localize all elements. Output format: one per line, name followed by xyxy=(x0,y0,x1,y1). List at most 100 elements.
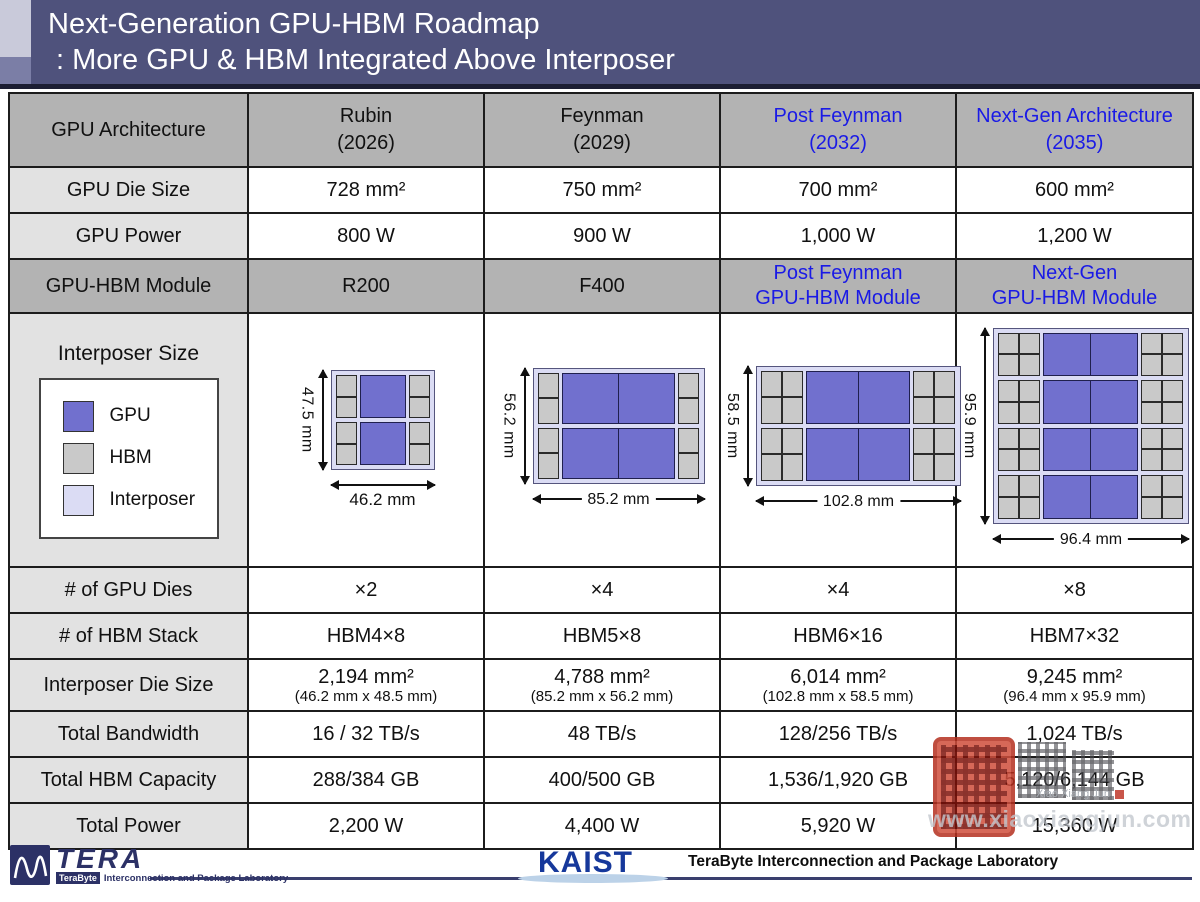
module-band xyxy=(998,332,1184,376)
footer: TERA TeraByte Interconnection and Packag… xyxy=(0,845,1200,902)
hbm-stack-group xyxy=(537,372,559,424)
gpu-die-group xyxy=(806,427,910,481)
column-year: (2029) xyxy=(573,132,631,154)
slide-title-line1: Next-Generation GPU-HBM Roadmap xyxy=(48,8,540,40)
interposer-legend: GPU HBM Interposer xyxy=(38,377,219,539)
cell-value: 48 TB/s xyxy=(567,722,637,745)
hbm-die xyxy=(537,453,559,479)
horizontal-dimension-feynman: 85.2 mm xyxy=(532,489,705,513)
cell-total-hbm-capacity-next-gen-architecture: 5,120/6,144 GB xyxy=(955,756,1194,804)
kaist-logo: KAIST xyxy=(538,846,633,879)
cell-interposer-die-size-next-gen-architecture: 9,245 mm² (96.4 mm x 95.9 mm) xyxy=(955,658,1194,712)
hbm-stack-group xyxy=(1141,332,1183,376)
hbm-stack-group xyxy=(537,427,559,479)
legend-item-interposer: Interposer xyxy=(62,484,217,516)
table-row-interposer-die-size: Interposer Die Size 2,194 mm² (46.2 mm x 4… xyxy=(8,658,1194,712)
gpu-die xyxy=(1090,380,1138,424)
cell-value: 128/256 TB/s xyxy=(778,722,898,745)
hbm-die xyxy=(1019,332,1040,355)
hbm-die xyxy=(761,397,782,424)
column-name: Next-Gen Architecture xyxy=(976,105,1173,127)
hbm-die xyxy=(782,370,803,397)
hbm-die xyxy=(1141,475,1162,497)
title-accent-bar xyxy=(0,0,31,84)
header-col-next-gen-architecture: Next-Gen Architecture (2035) xyxy=(955,92,1194,168)
hbm-stack-group xyxy=(913,370,955,424)
cell-total-power-next-gen-architecture: 15,360 W xyxy=(955,802,1194,850)
gpu-die xyxy=(806,427,859,481)
row-label-gpu-die-size: GPU Die Size xyxy=(8,166,249,214)
table-row-total-hbm-capacity: Total HBM Capacity 288/384 GB 400/500 GB 1,… xyxy=(8,756,1194,804)
hbm-die xyxy=(1162,354,1183,376)
gpu-die-group xyxy=(1043,427,1138,471)
legend-item-gpu: GPU xyxy=(62,400,217,432)
gpu-die xyxy=(1043,427,1091,471)
cell-of-hbm-stack-rubin: HBM4×8 xyxy=(247,612,485,660)
vertical-arrow-icon xyxy=(523,367,526,484)
cell-gpu-die-size-feynman: 750 mm² xyxy=(483,166,721,214)
table-row-total-power: Total Power 2,200 W 4,400 W 5,920 W 15,360 W xyxy=(8,802,1194,850)
cell-value: 1,200 W xyxy=(1037,224,1112,247)
hbm-stack-group xyxy=(998,427,1040,471)
cell-value: 1,024 TB/s xyxy=(1026,722,1123,745)
cell-value: 750 mm² xyxy=(562,178,642,201)
hbm-die xyxy=(677,427,699,453)
hbm-die xyxy=(335,396,357,418)
header-architecture-cell: GPU Architecture xyxy=(8,92,249,168)
module-band xyxy=(335,422,430,465)
cell-value: 1,000 W xyxy=(800,224,876,247)
hbm-stack-group xyxy=(335,422,357,465)
gpu-die xyxy=(1090,332,1138,376)
hbm-die xyxy=(1141,380,1162,402)
cell-total-bandwidth-post-feynman: 128/256 TB/s xyxy=(719,710,957,758)
module-band xyxy=(998,475,1184,519)
column-year: (2026) xyxy=(337,132,395,154)
cell-interposer-diagram-rubin: 47.5 mm 46.2 mm xyxy=(247,312,485,568)
hbm-die xyxy=(335,422,357,444)
hbm-die xyxy=(934,370,955,397)
cell-total-hbm-capacity-post-feynman: 1,536/1,920 GB xyxy=(719,756,957,804)
row-label-of-gpu-dies: # of GPU Dies xyxy=(8,566,249,614)
horizontal-dimension-post-feynman: 102.8 mm xyxy=(756,491,961,515)
gpu-die xyxy=(1043,332,1091,376)
row-label-total-hbm-capacity: Total HBM Capacity xyxy=(8,756,249,804)
hbm-die xyxy=(1141,449,1162,471)
interposer-diagram-post-feynman: 58.5 mm 102.8 mm xyxy=(723,365,961,515)
interposer-region xyxy=(993,327,1189,524)
gpu-die xyxy=(857,427,910,481)
hbm-die xyxy=(1019,449,1040,471)
hbm-stack-group xyxy=(998,332,1040,376)
hbm-die xyxy=(998,427,1019,450)
cell-value: Post Feynman xyxy=(773,262,903,284)
table-row-total-bandwidth: Total Bandwidth 16 / 32 TB/s 48 TB/s 128/25… xyxy=(8,710,1194,758)
vertical-dimension-rubin: 47.5 mm xyxy=(298,370,328,470)
hbm-die xyxy=(408,422,430,444)
cell-subvalue: (46.2 mm x 48.5 mm) xyxy=(294,687,438,705)
hbm-die xyxy=(1162,401,1183,424)
hbm-stack-group xyxy=(998,475,1040,519)
cell-total-hbm-capacity-feynman: 400/500 GB xyxy=(483,756,721,804)
hbm-die xyxy=(1141,427,1162,450)
cell-total-power-post-feynman: 5,920 W xyxy=(719,802,957,850)
tera-logo-text: TERA xyxy=(56,843,145,874)
gpu-die-group xyxy=(806,370,910,424)
hbm-die xyxy=(1019,380,1040,402)
hbm-die xyxy=(998,354,1019,376)
module-band xyxy=(335,375,430,418)
hbm-die xyxy=(761,427,782,454)
hbm-die xyxy=(1141,332,1162,355)
cell-of-hbm-stack-post-feynman: HBM6×16 xyxy=(719,612,957,660)
gpu-die-group xyxy=(359,422,406,465)
column-name: Feynman xyxy=(560,105,644,127)
hbm-die xyxy=(1162,380,1183,402)
hbm-die xyxy=(677,372,699,398)
cell-total-bandwidth-feynman: 48 TB/s xyxy=(483,710,721,758)
hbm-die xyxy=(335,443,357,465)
hbm-die xyxy=(934,454,955,481)
cell-subvalue: (96.4 mm x 95.9 mm) xyxy=(1003,687,1146,705)
hbm-die xyxy=(408,396,430,418)
hbm-die xyxy=(1019,427,1040,450)
gpu-die-group xyxy=(1043,380,1138,424)
table-row-gpu-power: GPU Power 800 W 900 W 1,000 W 1,200 W xyxy=(8,212,1194,260)
gpu-die-group xyxy=(1043,475,1138,519)
